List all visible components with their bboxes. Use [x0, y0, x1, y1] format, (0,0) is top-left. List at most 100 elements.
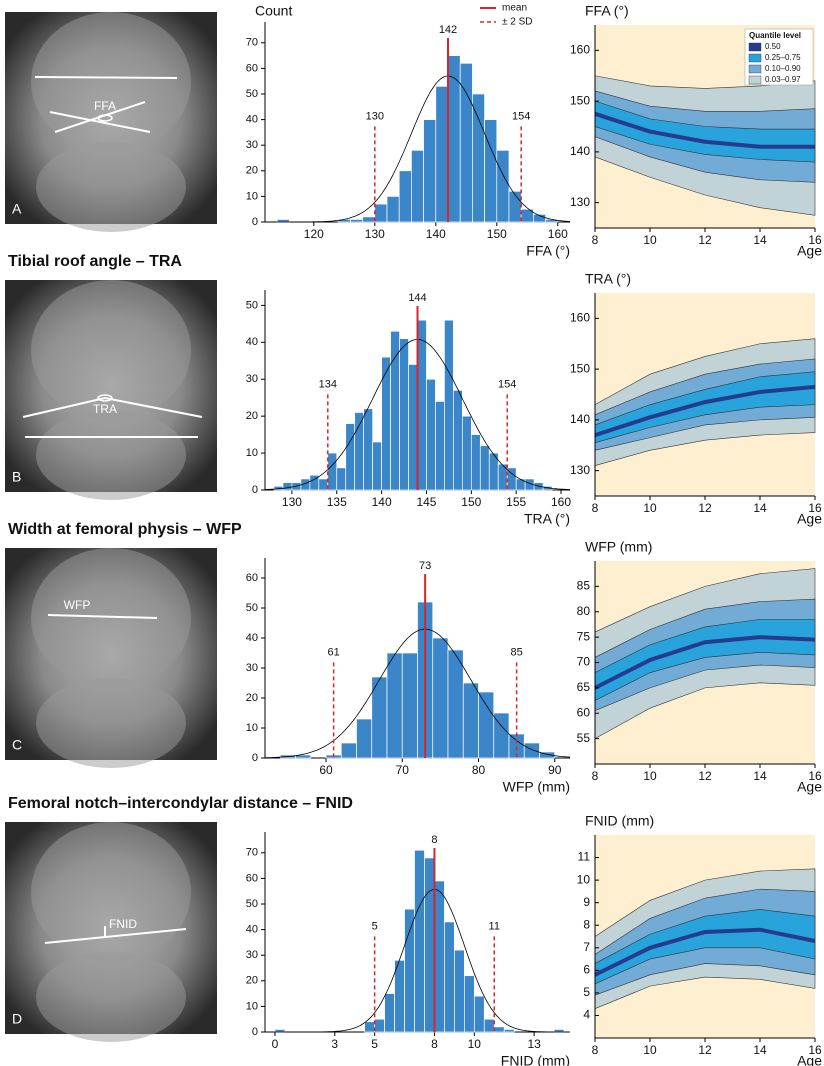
- sd-label: 154: [498, 378, 516, 390]
- y-tick-label: 8: [583, 917, 590, 931]
- x-tick-label: 8: [592, 233, 599, 247]
- bar: [454, 950, 464, 1032]
- x-tick-label: 145: [416, 495, 436, 509]
- bar: [479, 692, 494, 758]
- bar: [395, 960, 405, 1032]
- x-tick-label: 155: [506, 495, 526, 509]
- x-tick-label: 14: [753, 233, 767, 247]
- bar: [375, 1019, 385, 1032]
- y-tick-label: 5: [583, 985, 590, 999]
- figure: FFAATibial roof angle – TRATRABWidth at …: [0, 0, 824, 1066]
- sd-label: 134: [319, 378, 337, 390]
- sd-label: 85: [511, 646, 523, 658]
- bar: [375, 204, 387, 222]
- y-tick-label: 50: [246, 299, 258, 311]
- x-axis-title: Age: [797, 1053, 822, 1066]
- legend-sd: ± 2 SD: [502, 17, 533, 28]
- x-tick-label: 10: [643, 1043, 657, 1057]
- bar: [424, 120, 436, 222]
- x-tick-label: 8: [592, 1043, 599, 1057]
- x-tick-label: 160: [551, 495, 571, 509]
- y-tick-label: 150: [570, 361, 590, 375]
- y-tick-label: 40: [246, 924, 258, 936]
- bar: [364, 409, 373, 490]
- x-tick-label: 10: [643, 769, 657, 783]
- measure-label: TRA: [93, 402, 117, 416]
- x-axis-title: Age: [797, 779, 822, 795]
- x-tick-label: 3: [331, 1037, 338, 1051]
- bar: [350, 219, 362, 222]
- tibia-shape: [36, 410, 186, 500]
- x-tick-label: 8: [592, 769, 599, 783]
- bar: [504, 1029, 514, 1032]
- y-tick-label: 50: [246, 88, 258, 100]
- measure-line: [35, 77, 177, 78]
- x-tick-label: 14: [753, 501, 767, 515]
- x-tick-label: 12: [698, 501, 712, 515]
- bar: [411, 150, 423, 222]
- y-tick-label: 160: [570, 43, 590, 57]
- legend-swatch: [749, 76, 761, 84]
- x-tick-label: 135: [327, 495, 347, 509]
- y-axis-title: FFA (°): [585, 3, 629, 19]
- x-tick-label: 120: [304, 227, 324, 241]
- x-tick-label: 14: [753, 1043, 767, 1057]
- tibia-shape: [36, 142, 186, 232]
- page: FFAATibial roof angle – TRATRABWidth at …: [0, 0, 824, 1066]
- bar: [409, 364, 418, 490]
- y-tick-label: 20: [246, 165, 258, 177]
- bar: [433, 638, 448, 758]
- bar: [424, 858, 434, 1032]
- legend-swatch: [749, 54, 761, 62]
- bar: [497, 150, 509, 222]
- bar: [434, 881, 444, 1032]
- y-tick-label: 10: [246, 447, 258, 459]
- bar: [494, 1027, 504, 1032]
- x-tick-label: 13: [527, 1037, 541, 1051]
- bar: [402, 653, 417, 758]
- bar: [448, 56, 460, 222]
- bar: [472, 94, 484, 222]
- x-tick-label: 130: [365, 227, 385, 241]
- x-tick-label: 10: [643, 233, 657, 247]
- sd-label: 61: [328, 646, 340, 658]
- femur-shape: [31, 548, 191, 688]
- x-axis-title: WFP (mm): [503, 779, 570, 795]
- y-tick-label: 20: [246, 410, 258, 422]
- mean-label: 144: [408, 292, 426, 304]
- y-tick-label: 50: [246, 602, 258, 614]
- bar: [382, 357, 391, 490]
- bar: [283, 483, 292, 490]
- x-axis-title: FNID (mm): [501, 1053, 570, 1066]
- y-tick-label: 130: [570, 195, 590, 209]
- x-tick-label: 5: [371, 1037, 378, 1051]
- x-tick-label: 130: [282, 495, 302, 509]
- bar: [355, 412, 364, 490]
- x-axis-title: Age: [797, 511, 822, 527]
- bar: [328, 453, 337, 490]
- x-tick-label: 10: [643, 501, 657, 515]
- bar: [373, 442, 382, 490]
- bar: [400, 339, 409, 490]
- y-tick-label: 0: [252, 484, 258, 496]
- y-tick-label: 85: [577, 579, 591, 593]
- y-tick-label: 70: [246, 847, 258, 859]
- measure-label: FFA: [94, 99, 116, 113]
- bar: [444, 922, 454, 1032]
- x-tick-label: 140: [426, 227, 446, 241]
- panel-letter: D: [12, 1011, 22, 1027]
- x-tick-label: 14: [753, 769, 767, 783]
- y-tick-label: 75: [577, 629, 591, 643]
- y-tick-label: 140: [570, 144, 590, 158]
- y-tick-label: 70: [246, 37, 258, 49]
- bar: [435, 401, 444, 490]
- x-axis-title: Age: [797, 243, 822, 259]
- y-tick-label: 20: [246, 692, 258, 704]
- legend-label: 0.25–0.75: [765, 53, 801, 62]
- bar: [415, 850, 425, 1032]
- y-tick-label: 30: [246, 373, 258, 385]
- mean-label: 73: [419, 560, 431, 572]
- y-tick-label: 10: [246, 1000, 258, 1012]
- bar: [460, 63, 472, 222]
- y-tick-label: 30: [246, 949, 258, 961]
